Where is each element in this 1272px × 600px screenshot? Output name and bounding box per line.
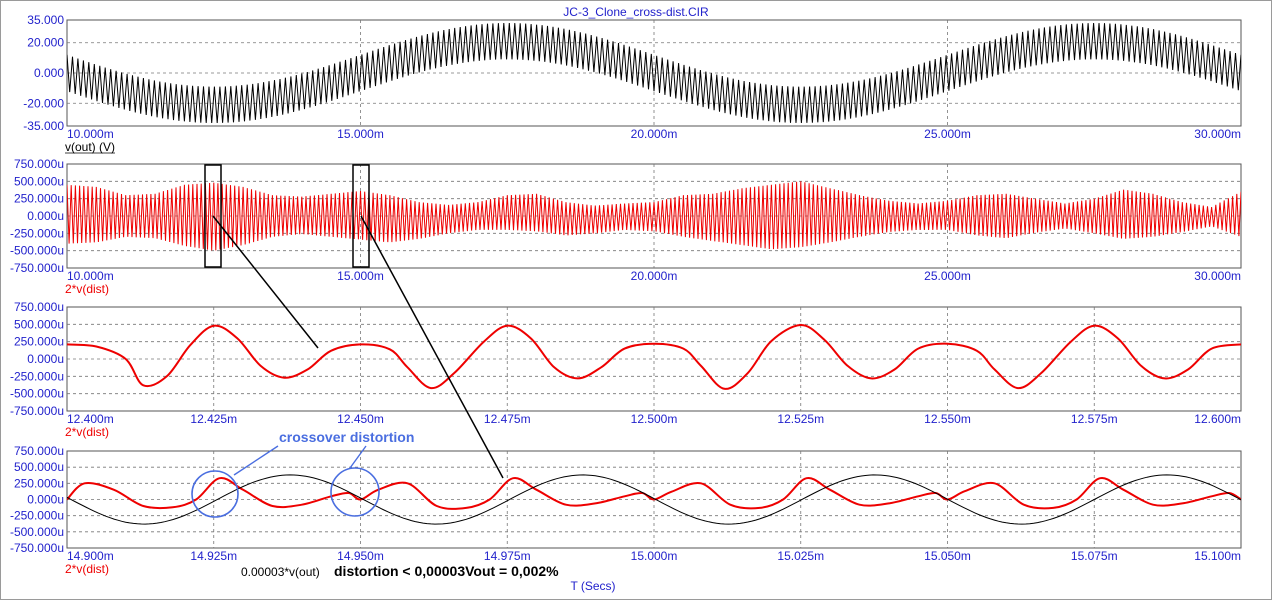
x-tick-label: 14.950m — [337, 549, 384, 563]
series-line — [67, 323, 1241, 390]
x-tick-label: 12.575m — [1071, 412, 1118, 426]
x-tick-label: 12.475m — [484, 412, 531, 426]
legend-black-series: 0.00003*v(out) — [241, 565, 320, 579]
y-tick-label: 750.000u — [14, 444, 64, 458]
series-group-4 — [67, 474, 1241, 525]
x-tick-label: 25.000m — [924, 127, 971, 141]
window-title: JC-3_Clone_cross-dist.CIR — [563, 5, 709, 19]
y-tick-label: -250.000u — [10, 369, 64, 383]
series-sine-trace — [67, 474, 1241, 525]
x-tick-label: 15.000m — [631, 549, 678, 563]
zoom-box-1 — [204, 164, 222, 268]
series-group-2 — [67, 181, 1241, 251]
crossover-circle-2 — [330, 467, 380, 517]
distortion-note: distortion < 0,00003Vout = 0,002% — [334, 563, 559, 579]
x-tick-label: 30.000m — [1194, 269, 1241, 283]
zoom-leader-2 — [360, 215, 504, 479]
y-tick-label: 750.000u — [14, 300, 64, 314]
x-tick-label: 15.075m — [1071, 549, 1118, 563]
x-tick-label: 15.000m — [337, 269, 384, 283]
y-tick-label: 750.000u — [14, 157, 64, 171]
x-tick-label: 12.600m — [1194, 412, 1241, 426]
y-tick-label: 500.000u — [14, 317, 64, 331]
panel-series-label: v(out) (V) — [65, 140, 115, 154]
x-tick-label: 20.000m — [631, 127, 678, 141]
x-tick-label: 25.000m — [924, 269, 971, 283]
y-tick-label: 250.000u — [14, 192, 64, 206]
x-tick-label: 12.425m — [190, 412, 237, 426]
panel-series-label: 2*v(dist) — [65, 425, 109, 439]
crossover-pointer-2 — [349, 445, 367, 469]
y-tick-label: -500.000u — [10, 244, 64, 258]
x-tick-label: 12.550m — [924, 412, 971, 426]
x-tick-label: 15.100m — [1194, 549, 1241, 563]
x-tick-label: 30.000m — [1194, 127, 1241, 141]
panel-series-label: 2*v(dist) — [65, 282, 109, 296]
y-tick-label: 500.000u — [14, 174, 64, 188]
y-tick-label: 35.000 — [27, 13, 64, 27]
y-tick-label: 0.000 — [34, 66, 64, 80]
x-tick-label: 10.000m — [67, 127, 114, 141]
y-tick-label: -20.000 — [23, 96, 64, 110]
y-tick-label: 0.000u — [27, 209, 64, 223]
series-trace — [67, 22, 1241, 124]
x-tick-label: 14.900m — [67, 549, 114, 563]
x-tick-label: 10.000m — [67, 269, 114, 283]
x-tick-label: 12.450m — [337, 412, 384, 426]
y-tick-label: -35.000 — [23, 119, 64, 133]
y-tick-label: -750.000u — [10, 404, 64, 418]
x-tick-label: 15.050m — [924, 549, 971, 563]
series-trace — [67, 181, 1241, 251]
x-tick-label: 15.000m — [337, 127, 384, 141]
x-tick-label: 20.000m — [631, 269, 678, 283]
x-tick-label: 12.525m — [777, 412, 824, 426]
y-tick-label: -750.000u — [10, 541, 64, 555]
x-tick-label: 14.975m — [484, 549, 531, 563]
series-line — [67, 477, 1241, 510]
y-tick-label: 20.000 — [27, 36, 64, 50]
y-tick-label: -250.000u — [10, 509, 64, 523]
panel-series-label: 2*v(dist) — [65, 562, 109, 576]
y-tick-label: -750.000u — [10, 261, 64, 275]
y-tick-label: 500.000u — [14, 460, 64, 474]
series-group-3 — [67, 323, 1241, 390]
y-tick-label: -500.000u — [10, 525, 64, 539]
y-tick-label: -250.000u — [10, 226, 64, 240]
y-tick-label: -500.000u — [10, 387, 64, 401]
crossover-pointer-1 — [233, 445, 279, 476]
y-tick-label: 0.000u — [27, 493, 64, 507]
x-tick-label: 12.500m — [631, 412, 678, 426]
zoom-leader-1 — [212, 215, 319, 349]
crossover-label: crossover distortion — [279, 429, 414, 445]
x-tick-label: 12.400m — [67, 412, 114, 426]
y-tick-label: 250.000u — [14, 476, 64, 490]
x-tick-label: 14.925m — [190, 549, 237, 563]
x-tick-label: 15.025m — [777, 549, 824, 563]
series-group-1 — [67, 22, 1241, 124]
zoom-box-2 — [352, 164, 370, 268]
x-axis-label: T (Secs) — [570, 579, 615, 593]
y-tick-label: 250.000u — [14, 335, 64, 349]
y-tick-label: 0.000u — [27, 352, 64, 366]
crossover-circle-1 — [191, 470, 239, 518]
